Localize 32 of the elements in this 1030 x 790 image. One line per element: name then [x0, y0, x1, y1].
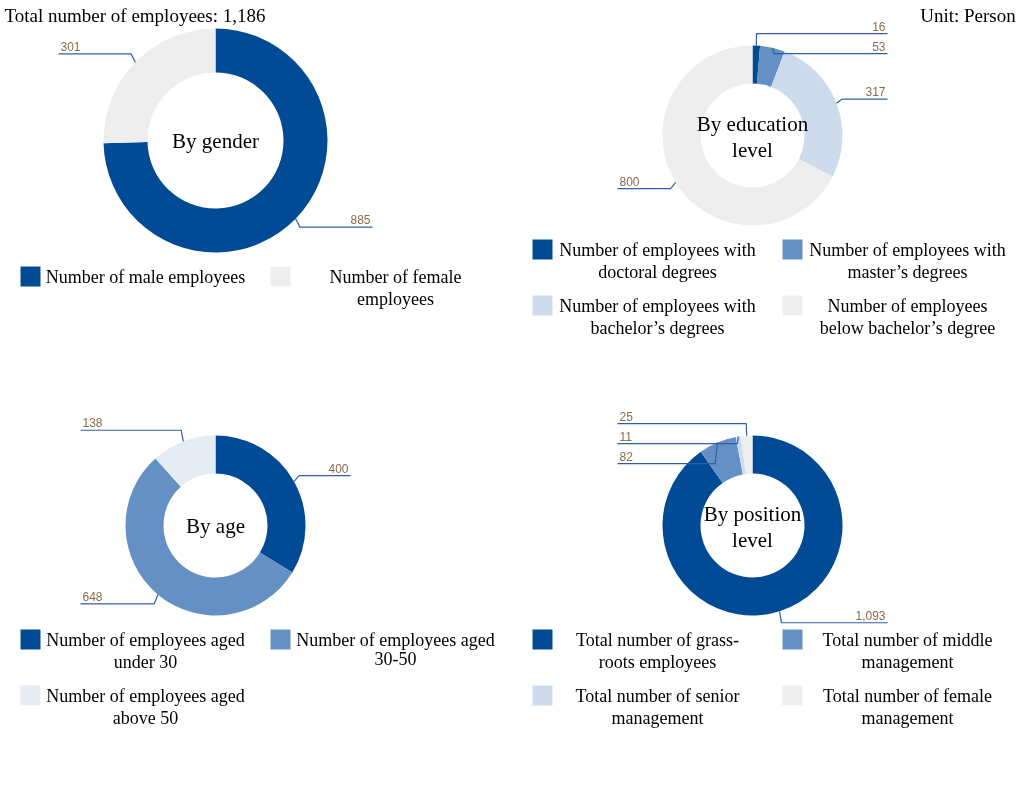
legend-label: Number of employees aged under 30	[46, 629, 245, 672]
legend-label: Number of female employees	[329, 266, 462, 309]
text: By education level	[696, 111, 809, 162]
legend-label: Total number of female management	[822, 685, 993, 728]
legend-label: Number of employees below bachelor’s degree	[819, 295, 996, 338]
legend-label: Number of employees aged 30-50	[296, 629, 495, 669]
data-label: 138	[82, 416, 103, 431]
data-label: 800	[619, 174, 640, 189]
data-label: 16	[872, 19, 886, 34]
data-label: 1,093	[855, 608, 886, 623]
legend-label: Total number of middle management	[822, 629, 993, 672]
legend-label: Number of employees with bachelor’s degrees	[559, 295, 756, 338]
legend-label: Number of male employees	[45, 266, 246, 287]
legend-label: Number of employees with master’s degrees	[809, 239, 1006, 282]
legend-label: Number of employees aged above 50	[46, 685, 245, 728]
text: Total number of employees: 1,186	[4, 4, 266, 26]
text: Unit: Person	[920, 4, 1017, 26]
text: By age	[186, 513, 245, 538]
legend-label: Total number of senior management	[575, 685, 740, 728]
data-label: 53	[872, 39, 886, 54]
data-label: 648	[82, 589, 103, 604]
data-label: 11	[619, 429, 633, 444]
data-label: 885	[350, 213, 371, 228]
legend-label: Number of employees with doctoral degrees	[559, 239, 756, 282]
data-label: 301	[60, 39, 81, 54]
text: By gender	[172, 128, 259, 153]
data-label: 82	[619, 449, 634, 464]
data-label: 317	[865, 85, 886, 100]
data-label: 25	[619, 409, 634, 424]
slice-label: Total number of grass-roots employees	[575, 629, 740, 672]
data-label: 400	[328, 461, 349, 476]
text: By position level	[703, 501, 802, 552]
